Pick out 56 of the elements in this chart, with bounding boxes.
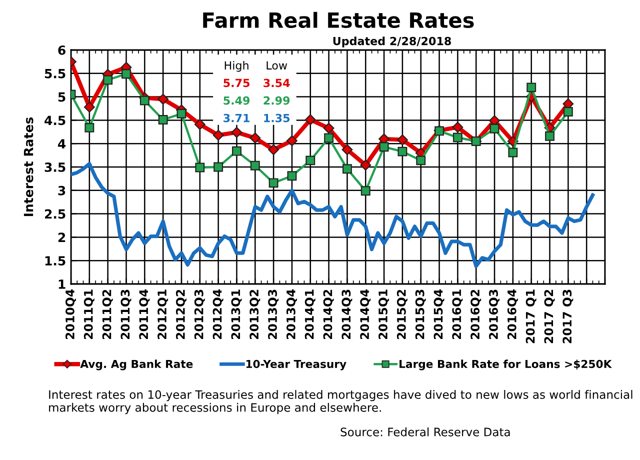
annotation: 1.35: [264, 114, 290, 122]
x-tick-label: 2016Q3: [489, 290, 500, 340]
x-tick-label: 2011Q4: [139, 289, 150, 340]
annotation: 3.54: [264, 78, 290, 88]
x-tick-label: 2013Q3: [268, 290, 279, 340]
x-tick-label: 2010Q4: [65, 289, 76, 340]
x-tick-label: 2017 Q3: [562, 290, 574, 344]
y-axis-title: Interest Rates: [24, 117, 34, 216]
line-series: [71, 162, 595, 268]
annotation: High: [224, 61, 248, 72]
legend-label: Avg. Ag Bank Rate: [80, 360, 193, 370]
x-tick-label: 2017 Q2: [544, 290, 555, 344]
x-tick-label: 2016Q2: [470, 290, 482, 340]
source-note: Source: Federal Reserve Data: [340, 427, 510, 436]
x-tick-label: 2016Q1: [452, 290, 463, 340]
text: Interest rates on 10-year Treasuries and related mortgages have dived to new lows as world financial markets worry about recessions in Europe and elsewhere.: [49, 390, 632, 414]
y-tick-label: 2.5: [44, 209, 66, 219]
y-tick-label: 1: [58, 280, 66, 289]
x-tick-label: 2017 Q1: [526, 290, 536, 344]
y-tick-label: 2: [58, 232, 66, 242]
annotation: 3.71: [224, 114, 250, 122]
annotation: Low: [266, 61, 288, 70]
x-tick-label: 2012Q1: [158, 290, 168, 340]
x-tick-label: 2012Q3: [194, 290, 205, 340]
annotation: 2.99: [264, 96, 290, 105]
x-tick-label: 2012Q2: [176, 290, 186, 340]
x-tick-label: 2013Q4: [286, 289, 297, 340]
x-tick-label: 2014Q2: [323, 290, 334, 340]
x-tick-label: 2014Q1: [304, 290, 316, 340]
y-tick-label: 1.5: [45, 256, 66, 266]
x-tick-label: 2015Q4: [434, 289, 444, 340]
x-tick-label: 2013Q2: [250, 290, 260, 340]
legend-label: Large Bank Rate for Loans >$250K: [400, 360, 612, 370]
x-tick-label: 2011Q3: [120, 290, 132, 340]
x-tick-label: 2014Q4: [360, 289, 371, 340]
y-tick-label: 6: [58, 45, 66, 55]
y-tick-label: 3: [58, 186, 66, 196]
x-tick-label: 2011Q1: [84, 290, 94, 340]
y-tick-label: 5: [58, 92, 66, 102]
annotation: 5.75: [224, 78, 250, 88]
annotation: 5.49: [224, 96, 250, 105]
legend-label: 10-Year Treasury: [246, 360, 346, 370]
y-tick-label: 5.5: [44, 69, 66, 78]
x-tick-label: 2012Q4: [212, 289, 224, 340]
x-tick-label: 2013Q1: [231, 290, 242, 340]
chart-subtitle: Updated 2/28/2018: [333, 36, 451, 48]
y-tick-label: 3.5: [44, 162, 66, 172]
y-tick-label: 4.5: [44, 116, 66, 126]
x-tick-label: 2015Q1: [378, 290, 390, 340]
x-tick-label: 2015Q3: [415, 290, 426, 340]
x-tick-label: 2015Q2: [396, 290, 408, 340]
x-tick-label: 2016Q4: [507, 289, 518, 340]
chart-title: Farm Real Estate Rates: [203, 12, 474, 28]
x-tick-label: 2014Q3: [342, 290, 352, 340]
y-tick-label: 4: [58, 139, 66, 148]
x-tick-label: 2011Q2: [102, 290, 113, 340]
